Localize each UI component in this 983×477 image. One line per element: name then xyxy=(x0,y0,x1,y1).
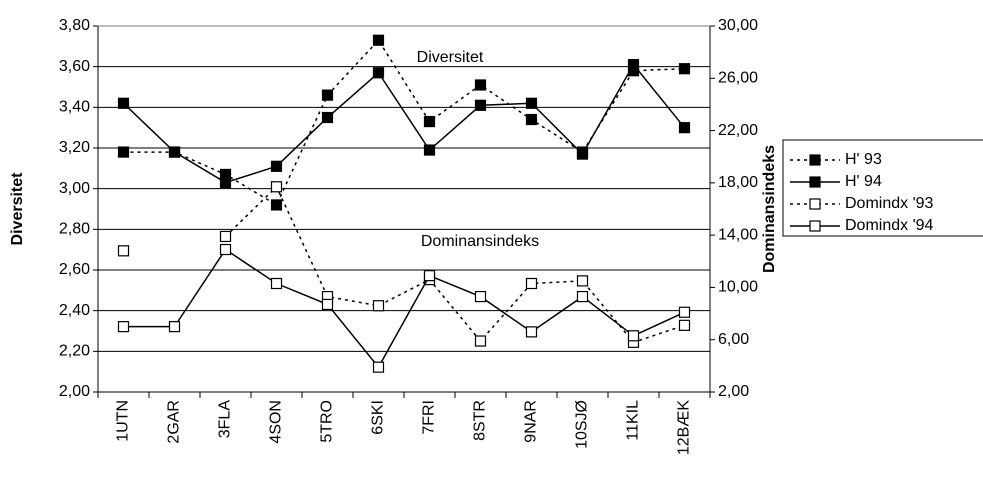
data-point xyxy=(678,122,691,134)
data-point xyxy=(627,330,640,342)
y-tick-label: 3,40 xyxy=(59,99,90,116)
y2-tick-label: 2,00 xyxy=(718,383,749,400)
y-tick-label: 2,80 xyxy=(59,221,90,238)
y-tick-label: 2,20 xyxy=(59,343,90,360)
y2-tick-label: 26,00 xyxy=(718,70,758,87)
data-point xyxy=(678,306,691,318)
data-point xyxy=(525,97,538,109)
data-point xyxy=(372,67,385,79)
data-point xyxy=(321,298,334,311)
x-tick-label: 2GAR xyxy=(166,400,183,444)
legend-label: H' 93 xyxy=(845,151,882,168)
y-tick-label: 3,60 xyxy=(59,58,90,75)
data-point xyxy=(372,300,385,312)
data-point xyxy=(372,34,385,46)
data-point xyxy=(474,290,487,303)
data-point xyxy=(627,59,640,71)
x-tick-label: 4SON xyxy=(268,400,285,444)
y-tick-label: 2,40 xyxy=(59,302,90,319)
series-line xyxy=(123,248,685,369)
y-tick-label: 3,80 xyxy=(59,17,90,34)
data-point xyxy=(678,319,691,331)
data-point xyxy=(219,230,232,243)
data-point xyxy=(270,160,283,172)
legend-marker xyxy=(809,220,821,232)
data-point xyxy=(117,146,130,158)
y2-tick-label: 14,00 xyxy=(718,226,758,243)
annotation: Diversitet xyxy=(417,49,484,66)
plot-frame xyxy=(97,25,711,393)
data-point xyxy=(423,144,436,156)
data-point xyxy=(525,326,538,338)
legend-label: Domindx '93 xyxy=(845,195,934,212)
data-point xyxy=(372,361,385,373)
legend-label: Domindx '94 xyxy=(845,217,934,234)
annotation: Dominansindeks xyxy=(421,233,539,250)
y-tick-label: 2,60 xyxy=(59,261,90,278)
x-tick-label: 1UTN xyxy=(115,400,132,442)
data-point xyxy=(270,277,283,290)
y2-tick-label: 18,00 xyxy=(718,174,758,191)
data-point xyxy=(525,113,538,126)
x-tick-label: 10SJØ xyxy=(574,400,591,449)
data-point xyxy=(423,270,436,282)
y2-tick-label: 30,00 xyxy=(718,17,758,34)
y-tick-label: 3,20 xyxy=(59,139,90,156)
data-point xyxy=(117,321,130,333)
y2-tick-label: 10,00 xyxy=(718,279,758,296)
data-point xyxy=(576,275,589,287)
data-point xyxy=(678,63,691,75)
series-line xyxy=(224,185,685,344)
x-tick-label: 6SKI xyxy=(370,400,387,435)
x-tick-label: 3FLA xyxy=(217,400,234,439)
data-point xyxy=(168,321,181,333)
legend-marker xyxy=(809,154,821,166)
data-point xyxy=(117,245,130,257)
data-point xyxy=(321,89,334,101)
data-point xyxy=(576,290,589,303)
y2-tick-label: 22,00 xyxy=(718,122,758,139)
x-tick-label: 8STR xyxy=(472,400,489,441)
data-point xyxy=(321,111,334,124)
legend-marker xyxy=(809,198,821,210)
y-tick-label: 3,00 xyxy=(59,180,90,197)
legend-label: H' 94 xyxy=(845,173,882,190)
x-tick-label: 12BÆK xyxy=(676,400,693,455)
x-tick-label: 11KIL xyxy=(625,400,642,441)
data-point xyxy=(270,199,283,211)
x-tick-label: 7FRI xyxy=(421,400,438,435)
x-tick-label: 9NAR xyxy=(523,400,540,443)
y-axis-title: Diversitet xyxy=(9,172,26,246)
y-tick-label: 2,00 xyxy=(59,383,90,400)
data-point xyxy=(219,176,232,189)
data-point xyxy=(219,243,232,256)
x-tick-label: 5TRO xyxy=(319,400,336,443)
legend-marker xyxy=(809,176,821,188)
series-line xyxy=(122,63,686,184)
data-point xyxy=(168,146,181,158)
y2-axis-title: Dominansindeks xyxy=(761,145,778,273)
data-point xyxy=(474,99,487,111)
data-point xyxy=(117,97,130,109)
data-point xyxy=(270,181,283,193)
data-point xyxy=(576,148,589,160)
data-point xyxy=(474,335,487,347)
y2-tick-label: 6,00 xyxy=(718,331,749,348)
data-point xyxy=(423,115,436,128)
data-point xyxy=(474,79,487,91)
data-point xyxy=(525,277,538,290)
